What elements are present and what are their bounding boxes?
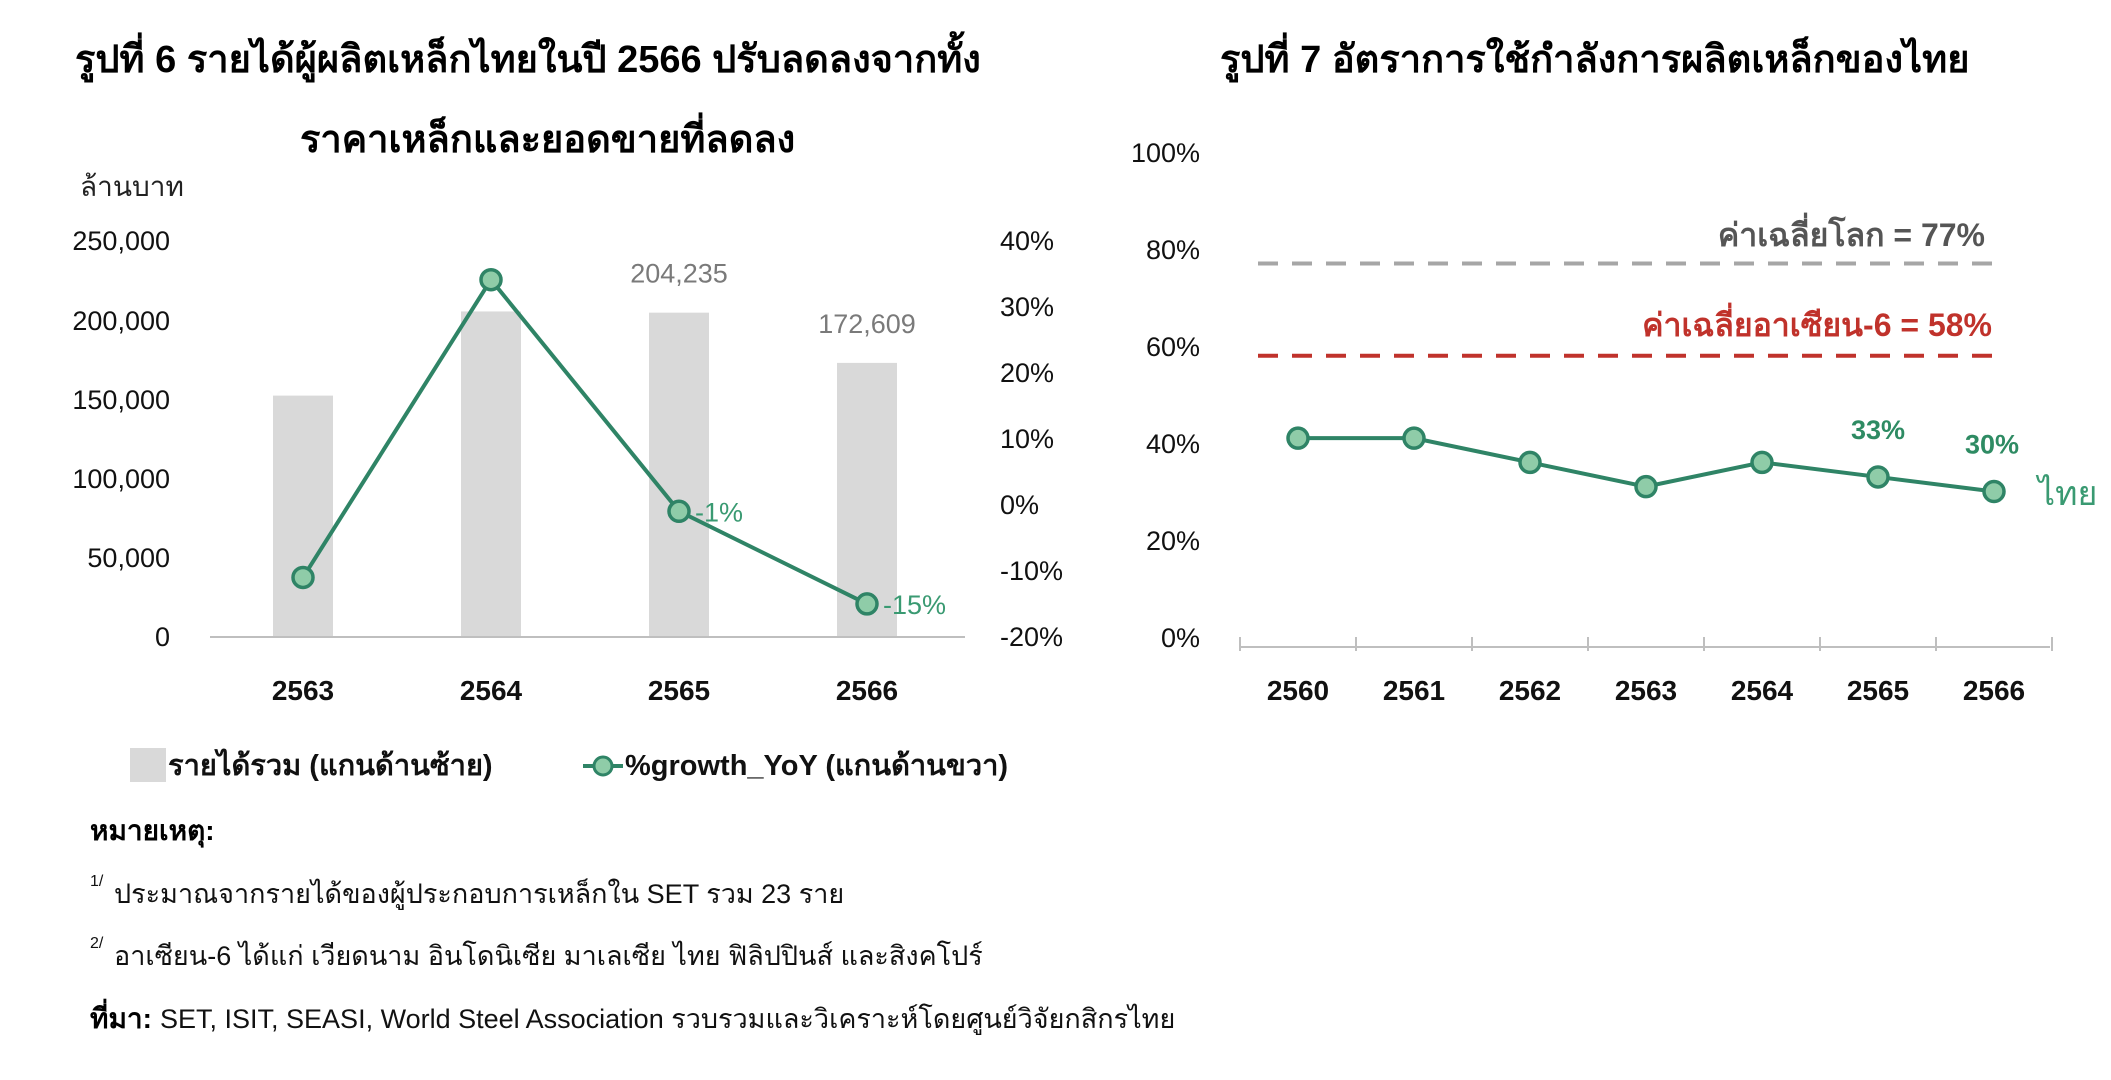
thai-marker-2566 <box>1982 479 2006 504</box>
legend-line-label: %growth_YoY (แกนด้านขวา) <box>625 750 1008 782</box>
figure6-growth-labels: -1% -15% <box>695 497 946 620</box>
x-label-2566: 2566 <box>1963 675 2025 706</box>
left-axis-ticks: 250,000 200,000 150,000 100,000 50,000 0 <box>72 226 170 652</box>
figure6-title-line1: รูปที่ 6 รายได้ผู้ผลิตเหล็กไทยในปี 2566 … <box>75 31 981 83</box>
right-tick: 40% <box>1000 226 1054 256</box>
thai-marker-2563 <box>1634 474 1658 499</box>
y-tick: 60% <box>1146 332 1200 362</box>
bar-value-label: 172,609 <box>818 309 916 339</box>
figure7-x-labels: 2560 2561 2562 2563 2564 2565 2566 <box>1267 675 2025 706</box>
y-tick: 0% <box>1161 623 1200 653</box>
bar-2564 <box>461 311 521 637</box>
figure7-title: รูปที่ 7 อัตราการใช้กำลังการผลิตเหล็กของ… <box>1220 32 1969 83</box>
notes-heading: หมายเหตุ: <box>90 815 215 848</box>
figure6-legend: รายได้รวม (แกนด้านซ้าย) %growth_YoY (แกน… <box>130 748 1008 782</box>
figure7-y-ticks: 100% 80% 60% 40% 20% 0% <box>1131 138 1200 653</box>
left-tick: 100,000 <box>72 464 170 494</box>
growth-marker-2564 <box>479 267 503 292</box>
bar-2563 <box>273 395 333 637</box>
x-label-2565: 2565 <box>648 675 710 706</box>
right-axis-ticks: 40% 30% 20% 10% 0% -10% -20% <box>1000 226 1063 652</box>
right-tick: 20% <box>1000 358 1054 388</box>
note1-text: ประมาณจากรายได้ของผู้ประกอบการเหล็กใน SE… <box>114 876 844 910</box>
right-tick: 0% <box>1000 490 1039 520</box>
thai-marker-2560 <box>1286 426 1310 450</box>
y-tick: 80% <box>1146 235 1200 265</box>
growth-marker-2565 <box>667 499 691 524</box>
figure6-bar-value-labels: 204,235 172,609 <box>630 259 916 339</box>
x-label-2564: 2564 <box>1731 675 1794 706</box>
x-label-2562: 2562 <box>1499 675 1561 706</box>
x-label-2565: 2565 <box>1847 675 1909 706</box>
x-label-2563: 2563 <box>1615 675 1677 706</box>
x-label-2566: 2566 <box>836 675 898 706</box>
growth-marker-2563 <box>291 565 315 590</box>
figure6-x-labels: 2563 2564 2565 2566 <box>272 675 898 706</box>
x-label-2560: 2560 <box>1267 675 1329 706</box>
x-label-2563: 2563 <box>272 675 334 706</box>
figure6-growth-line <box>291 267 879 616</box>
bar-2566 <box>837 362 897 637</box>
figure7-x-tick-marks <box>1239 637 2053 651</box>
legend-bar-label: รายได้รวม (แกนด้านซ้าย) <box>168 748 493 782</box>
left-tick: 0 <box>155 622 170 652</box>
note2-marker: 2/ <box>90 935 104 952</box>
growth-series-line <box>301 276 868 606</box>
left-tick: 250,000 <box>72 226 170 256</box>
note1-marker: 1/ <box>90 873 104 890</box>
figure6-bars <box>273 311 897 637</box>
right-tick: -10% <box>1000 556 1063 586</box>
right-tick: 30% <box>1000 292 1054 322</box>
left-axis-unit: ล้านบาท <box>80 171 184 202</box>
y-tick: 20% <box>1146 526 1200 556</box>
source-text: SET, ISIT, SEASI, World Steel Associatio… <box>160 1003 1175 1035</box>
thai-marker-2561 <box>1402 426 1426 450</box>
figure7: รูปที่ 7 อัตราการใช้กำลังการผลิตเหล็กของ… <box>1131 32 2098 706</box>
right-tick: 10% <box>1000 424 1054 454</box>
thai-marker-2565 <box>1866 465 1890 489</box>
point-label: 30% <box>1965 430 2019 460</box>
notes: หมายเหตุ: 1/ ประมาณจากรายได้ของผู้ประกอบ… <box>90 815 1175 1035</box>
figure7-point-labels: 33% 30% <box>1851 415 2019 460</box>
growth-marker-2566 <box>855 592 879 616</box>
left-tick: 200,000 <box>72 306 170 336</box>
y-tick: 100% <box>1131 138 1200 168</box>
source-label: ที่มา: <box>90 998 152 1034</box>
thai-marker-2562 <box>1518 450 1542 475</box>
bar-value-label: 204,235 <box>630 259 728 289</box>
figure6: รูปที่ 6 รายได้ผู้ผลิตเหล็กไทยในปี 2566 … <box>72 31 1063 782</box>
legend-marker-icon <box>592 755 614 777</box>
bar-2565 <box>649 312 709 637</box>
x-label-2564: 2564 <box>460 675 523 706</box>
legend-bar-swatch <box>130 748 166 782</box>
figure6-title-line2: ราคาเหล็กและยอดขายที่ลดลง <box>300 112 795 161</box>
figure7-series-line <box>1286 426 2006 504</box>
series-label-thai: ไทย <box>2035 474 2097 513</box>
point-label: 33% <box>1851 415 1905 445</box>
asean-average-label: ค่าเฉลี่ยอาเซียน-6 = 58% <box>1642 302 1992 343</box>
note2-text: อาเซียน-6 ได้แก่ เวียดนาม อินโดนิเซีย มา… <box>114 940 983 971</box>
growth-label: -1% <box>695 497 743 527</box>
left-tick: 150,000 <box>72 385 170 415</box>
y-tick: 40% <box>1146 429 1200 459</box>
x-label-2561: 2561 <box>1383 675 1445 706</box>
growth-label: -15% <box>883 590 946 620</box>
left-tick: 50,000 <box>87 543 170 573</box>
right-tick: -20% <box>1000 622 1063 652</box>
world-average-label: ค่าเฉลี่ยโลก = 77% <box>1718 212 1985 253</box>
thai-marker-2564 <box>1750 450 1774 475</box>
